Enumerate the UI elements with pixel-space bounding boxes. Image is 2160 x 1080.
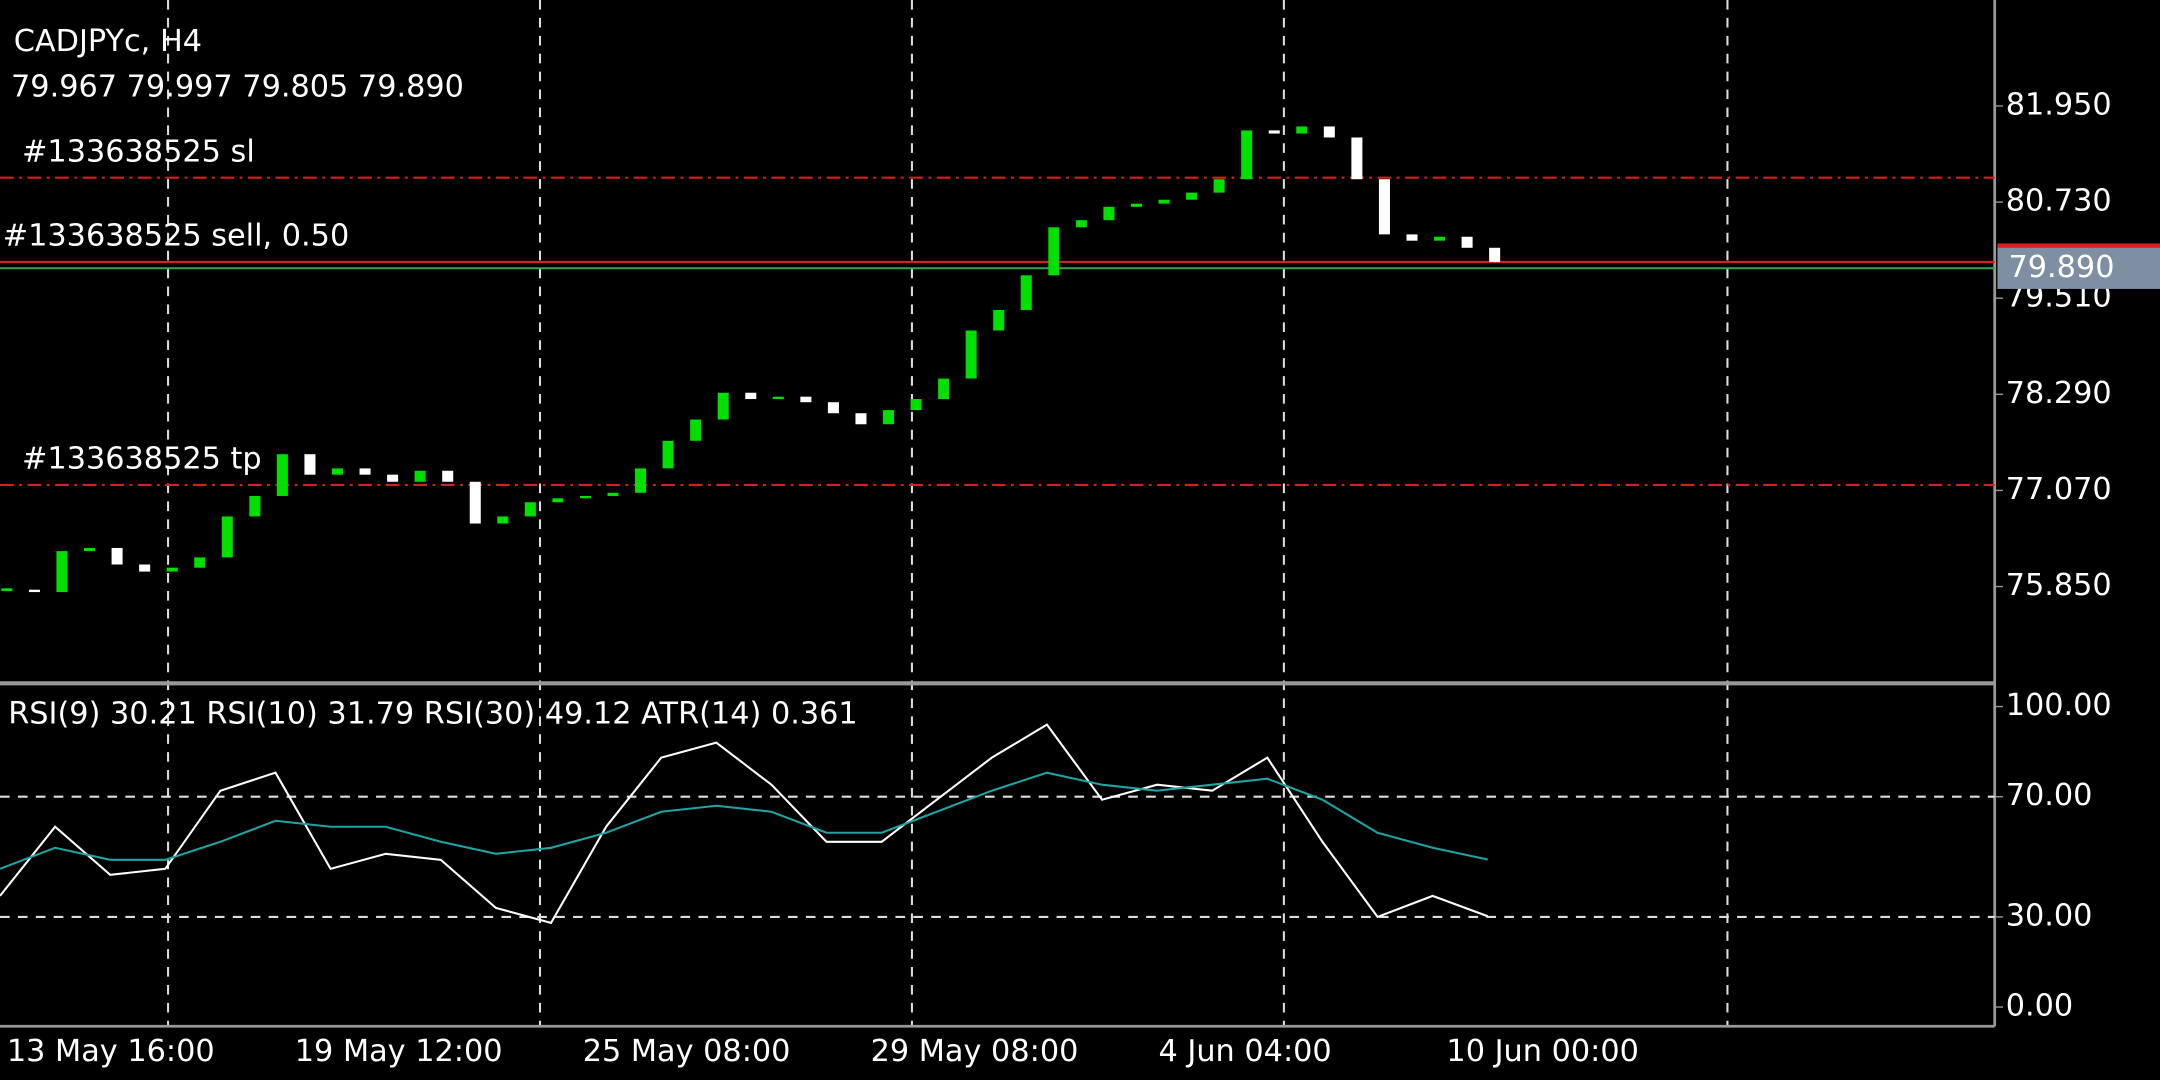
candle bbox=[28, 589, 40, 593]
candle bbox=[552, 498, 564, 503]
candle bbox=[1268, 130, 1280, 134]
candle bbox=[1323, 126, 1335, 138]
candle bbox=[1213, 179, 1225, 193]
candle bbox=[607, 492, 619, 496]
candle bbox=[497, 516, 509, 524]
candle bbox=[965, 330, 977, 379]
candle bbox=[662, 440, 674, 469]
candle bbox=[139, 564, 151, 572]
x-tick-label: 29 May 08:00 bbox=[871, 1034, 1079, 1069]
x-tick-label: 25 May 08:00 bbox=[583, 1034, 791, 1069]
candle bbox=[910, 399, 922, 411]
candle bbox=[524, 502, 536, 517]
x-tick-label: 13 May 16:00 bbox=[7, 1034, 215, 1069]
candle bbox=[56, 551, 68, 593]
candle bbox=[331, 468, 344, 475]
y-tick-label: 80.730 bbox=[2006, 184, 2112, 219]
candle bbox=[1075, 220, 1087, 228]
candle bbox=[249, 495, 261, 517]
order-label: #133638525 sl bbox=[22, 134, 255, 169]
candle bbox=[635, 468, 647, 493]
y-tick-label: 30.00 bbox=[2006, 898, 2093, 933]
candle bbox=[690, 419, 702, 441]
indicator-line bbox=[0, 771, 1488, 870]
candle bbox=[1378, 179, 1390, 235]
ohlc-values: 79.967 79.997 79.805 79.890 bbox=[11, 70, 464, 105]
candle bbox=[1461, 236, 1473, 248]
candle bbox=[827, 402, 839, 414]
price-tag: 79.890 bbox=[2008, 250, 2114, 285]
candle bbox=[221, 516, 233, 558]
y-tick-label: 78.290 bbox=[2006, 376, 2112, 411]
candle bbox=[1048, 227, 1060, 276]
candle bbox=[993, 310, 1005, 331]
candle bbox=[855, 413, 867, 425]
y-tick-label: 0.00 bbox=[2006, 989, 2073, 1024]
x-tick-label: 10 Jun 00:00 bbox=[1446, 1034, 1638, 1069]
candle bbox=[1489, 247, 1501, 262]
candle bbox=[772, 396, 784, 400]
candle bbox=[1241, 130, 1253, 180]
candle bbox=[1406, 234, 1418, 241]
price-tag-bg bbox=[1997, 247, 2160, 289]
candle bbox=[1351, 137, 1363, 180]
order-label: #133638525 tp bbox=[22, 442, 262, 477]
candle bbox=[938, 378, 950, 400]
x-tick-label: 4 Jun 04:00 bbox=[1159, 1034, 1332, 1069]
y-tick-label: 81.950 bbox=[2006, 87, 2112, 122]
candle bbox=[84, 547, 96, 552]
candle bbox=[883, 410, 895, 425]
candle bbox=[111, 547, 123, 565]
indicator-line bbox=[0, 723, 1489, 925]
order-label: #133638525 sell, 0.50 bbox=[3, 219, 349, 254]
candle bbox=[194, 557, 206, 568]
candle bbox=[1186, 192, 1198, 200]
candle bbox=[442, 470, 454, 482]
price-tag-top bbox=[1997, 243, 2160, 248]
candle bbox=[304, 454, 316, 475]
candle bbox=[800, 396, 812, 403]
candle bbox=[1158, 199, 1170, 204]
candle bbox=[166, 567, 178, 572]
candle bbox=[1130, 203, 1142, 207]
candle bbox=[717, 392, 729, 420]
candle bbox=[745, 392, 757, 400]
y-tick-label: 100.00 bbox=[2006, 688, 2112, 723]
x-tick-label: 19 May 12:00 bbox=[295, 1034, 503, 1069]
candle bbox=[1296, 126, 1308, 134]
candle bbox=[387, 474, 399, 482]
candle bbox=[469, 481, 481, 524]
candle bbox=[414, 470, 426, 482]
candle bbox=[1434, 236, 1446, 241]
y-tick-label: 75.850 bbox=[2006, 568, 2112, 603]
candle bbox=[579, 495, 591, 499]
candle bbox=[1020, 275, 1032, 311]
candle bbox=[359, 468, 371, 475]
candle bbox=[1103, 206, 1115, 221]
indicator-title: RSI(9) 30.21 RSI(10) 31.79 RSI(30) 49.12… bbox=[8, 696, 857, 731]
candle bbox=[276, 454, 288, 496]
symbol-title: CADJPYc, H4 bbox=[14, 24, 202, 59]
y-tick-label: 70.00 bbox=[2006, 778, 2093, 813]
y-tick-label: 77.070 bbox=[2006, 472, 2112, 507]
